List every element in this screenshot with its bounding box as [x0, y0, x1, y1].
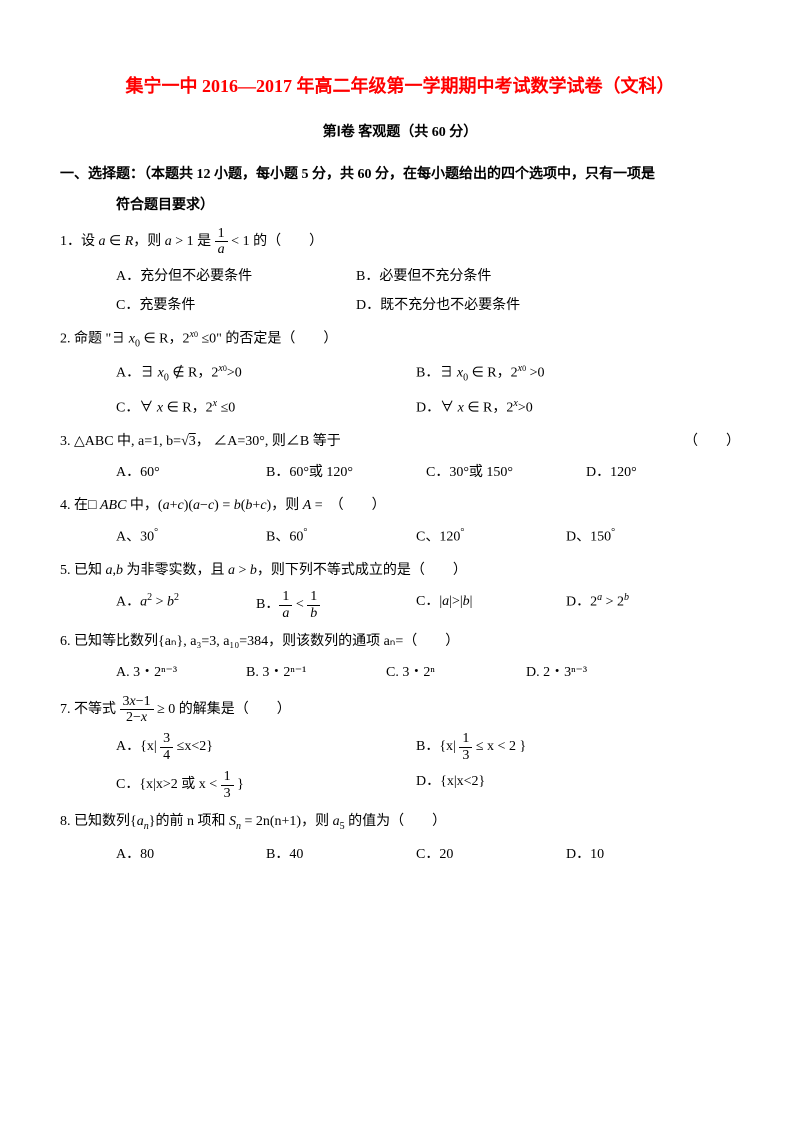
- q8-opt-b: B．40: [266, 842, 416, 867]
- q5-opt-b: B．1a < 1b: [256, 589, 416, 621]
- question-1-text: 1．设 a ∈ R，则 a > 1 是 1a < 1 的（ ）: [60, 226, 740, 258]
- q5-opt-a: A．a2 > b2: [116, 589, 256, 621]
- q2-opt-b: B．∃ x0 ∈ R，2x0 >0: [416, 360, 544, 387]
- q4-opt-c: C、120°: [416, 524, 566, 550]
- q3-opt-a: A．60°: [116, 460, 266, 485]
- question-1: 1．设 a ∈ R，则 a > 1 是 1a < 1 的（ ） A．充分但不必要…: [60, 226, 740, 318]
- q1-opt-c: C．充要条件: [116, 293, 356, 318]
- question-4-text: 4. 在□ ABC 中，(a+c)(a−c) = b(b+c)，则 A = （ …: [60, 493, 740, 518]
- question-3: 3. △ABC 中, a=1, b=√3， ∠A=30°, 则∠B 等于 （ ）…: [60, 429, 740, 485]
- question-2: 2. 命题 "∃ x0 ∈ R，2x0 ≤0" 的否定是（ ） A．∃ x0 ∉…: [60, 326, 740, 421]
- q1-mid1: ，则: [133, 234, 165, 249]
- question-8-text: 8. 已知数列{an}的前 n 项和 Sn = 2n(n+1)，则 a5 的值为…: [60, 809, 740, 836]
- q1-post: 的（ ）: [250, 234, 324, 249]
- q4-opt-a: A、30°: [116, 524, 266, 550]
- q3-opt-d: D．120°: [586, 460, 637, 485]
- q3-paren: （ ）: [684, 429, 740, 454]
- q3-opt-c: C．30°或 150°: [426, 460, 586, 485]
- question-7: 7. 不等式 3x−12−x ≥ 0 的解集是（ ） A．{x| 34 ≤x<2…: [60, 694, 740, 801]
- q3-text: 3. △ABC 中, a=1, b=√3， ∠A=30°, 则∠B 等于: [60, 429, 341, 454]
- question-7-text: 7. 不等式 3x−12−x ≥ 0 的解集是（ ）: [60, 694, 740, 726]
- section-header-line2: 符合题目要求）: [116, 193, 740, 218]
- q6-opt-a: A. 3・2ⁿ⁻³: [116, 660, 246, 685]
- q8-post: 的值为（ ）: [345, 814, 447, 829]
- q8-mid: }的前 n 项和: [149, 814, 229, 829]
- question-4: 4. 在□ ABC 中，(a+c)(a−c) = b(b+c)，则 A = （ …: [60, 493, 740, 550]
- q2-end: ≤0" 的否定是（ ）: [201, 332, 337, 347]
- q1-opt-a: A．充分但不必要条件: [116, 264, 356, 289]
- q1-mid2: 是: [194, 234, 215, 249]
- q6-opt-b: B. 3・2ⁿ⁻¹: [246, 660, 386, 685]
- q6-opt-d: D. 2・3ⁿ⁻³: [526, 660, 587, 685]
- q6-opt-c: C. 3・2ⁿ: [386, 660, 526, 685]
- question-5-text: 5. 已知 a,b 为非零实数，且 a > b，则下列不等式成立的是（ ）: [60, 558, 740, 583]
- question-6: 6. 已知等比数列{aₙ}, a₃=3, a₁₀=384，则该数列的通项 aₙ=…: [60, 629, 740, 685]
- question-6-text: 6. 已知等比数列{aₙ}, a₃=3, a₁₀=384，则该数列的通项 aₙ=…: [60, 629, 740, 654]
- q2-pre: 2. 命题 "∃: [60, 332, 129, 347]
- q7-opt-d: D．{x|x<2}: [416, 769, 485, 801]
- q8-mid2: = 2n(n+1)，则: [241, 814, 333, 829]
- q7-opt-c: C．{x|x>2 或 x < 13 }: [116, 769, 416, 801]
- q2-opt-c: C．∀ x ∈ R，2x ≤0: [116, 395, 416, 421]
- question-5: 5. 已知 a,b 为非零实数，且 a > b，则下列不等式成立的是（ ） A．…: [60, 558, 740, 621]
- q5-opt-c: C．|a|>|b|: [416, 589, 566, 621]
- q2-m: R，: [159, 332, 182, 347]
- question-8: 8. 已知数列{an}的前 n 项和 Sn = 2n(n+1)，则 a5 的值为…: [60, 809, 740, 867]
- q8-opt-d: D．10: [566, 842, 604, 867]
- q7-post: ≥ 0 的解集是（ ）: [154, 702, 291, 717]
- q8-opt-c: C．20: [416, 842, 566, 867]
- q2-opt-a: A．∃ x0 ∉ R，2x0>0: [116, 360, 416, 387]
- q4-opt-d: D、150°: [566, 524, 615, 550]
- q1-opt-d: D．既不充分也不必要条件: [356, 293, 520, 318]
- q1-pre: 1．设: [60, 234, 99, 249]
- section-header: 一、选择题：（本题共 12 小题，每小题 5 分，共 60 分，在每小题给出的四…: [60, 162, 740, 187]
- q7-pre: 7. 不等式: [60, 702, 120, 717]
- question-3-text: 3. △ABC 中, a=1, b=√3， ∠A=30°, 则∠B 等于 （ ）: [60, 429, 740, 454]
- q8-opt-a: A．80: [116, 842, 266, 867]
- q7-opt-b: B．{x| 13 ≤ x < 2 }: [416, 731, 526, 763]
- q2-opt-d: D．∀ x ∈ R，2x>0: [416, 395, 533, 421]
- q4-opt-b: B、60°: [266, 524, 416, 550]
- q7-opt-a: A．{x| 34 ≤x<2}: [116, 731, 416, 763]
- page-title: 集宁一中 2016—2017 年高二年级第一学期期中考试数学试卷（文科）: [60, 70, 740, 102]
- q5-opt-d: D．2a > 2b: [566, 589, 629, 621]
- q1-opt-b: B．必要但不充分条件: [356, 264, 491, 289]
- question-2-text: 2. 命题 "∃ x0 ∈ R，2x0 ≤0" 的否定是（ ）: [60, 326, 740, 353]
- page-subtitle: 第Ⅰ卷 客观题（共 60 分）: [60, 120, 740, 145]
- q3-opt-b: B．60°或 120°: [266, 460, 426, 485]
- q8-pre: 8. 已知数列{: [60, 814, 137, 829]
